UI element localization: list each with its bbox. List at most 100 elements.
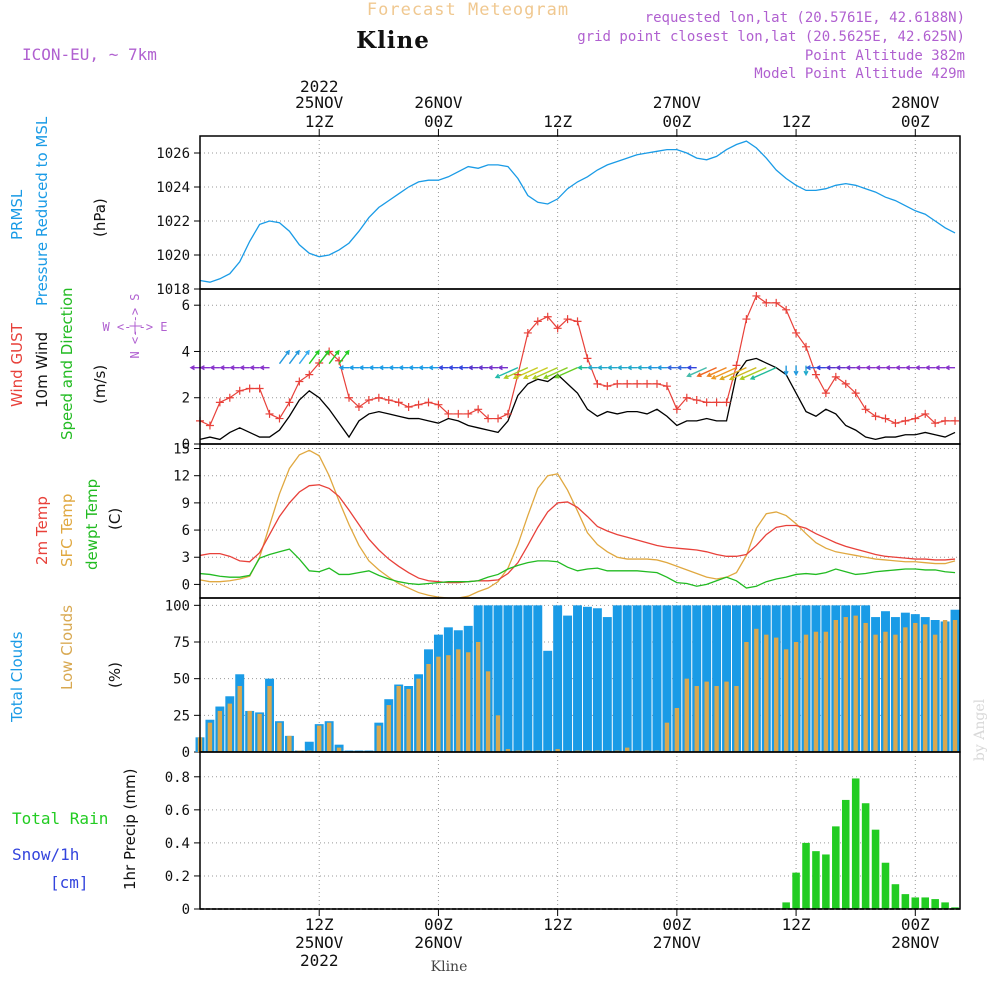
low-cloud-bar [744, 642, 749, 752]
snow-label: Snow/1h [12, 845, 79, 864]
chart-subtitle: Forecast Meteogram [367, 0, 569, 20]
rain-bar [861, 803, 870, 909]
gust-marker [742, 315, 751, 324]
gust-marker [662, 382, 671, 391]
low-cloud-bar [396, 686, 401, 752]
wind-direction-arrow [815, 365, 826, 371]
low-cloud-bar [664, 722, 670, 752]
ms-unit-label: (m/s) [91, 365, 109, 404]
wind-direction-arrow [845, 365, 856, 371]
low-cloud-bar [247, 710, 252, 752]
gust-marker [861, 405, 870, 414]
dewpt-line [199, 548, 956, 589]
gust-marker [613, 379, 622, 388]
wind-direction-arrow [368, 365, 379, 371]
wind-direction-arrow [457, 365, 469, 371]
low-cloud-bar [227, 703, 232, 752]
pressure-line [199, 140, 956, 283]
gust-marker [931, 419, 940, 428]
y-tick-label: 6 [182, 298, 190, 314]
low-cloud-bar [833, 620, 839, 752]
gust-marker [255, 384, 264, 393]
bottom-time-label: 12Z [305, 915, 334, 934]
y-tick-label: 0 [182, 745, 190, 761]
hpa-unit-label: (hPa) [91, 198, 109, 237]
bottom-time-label: 28NOV [891, 933, 940, 952]
credit-watermark: by Angel [972, 698, 988, 761]
low-cloud-bar [883, 631, 888, 752]
low-cloud-bar [704, 681, 709, 752]
low-cloud-bar [674, 708, 680, 752]
y-tick-label: 25 [173, 708, 190, 724]
temp-panel-labels: 2m Temp SFC Temp dewpt Temp (C) [33, 479, 124, 570]
y-tick-label: 0.4 [165, 836, 190, 852]
low-cloud-bar [893, 634, 898, 752]
low-cloud-bar [217, 710, 223, 752]
gust-marker [553, 324, 562, 333]
cm-unit-label: [cm] [50, 873, 89, 892]
y-tick-label: 50 [173, 672, 190, 688]
wind-direction-arrow [229, 365, 240, 371]
low-cloud-bar [863, 622, 868, 752]
gust-marker [474, 405, 483, 414]
low-cloud-bar [475, 642, 481, 752]
gust-marker [364, 396, 373, 405]
panel-2: 0 3 6 9 12 15 [173, 442, 960, 599]
gust-marker [881, 414, 890, 423]
wind-direction-arrow [934, 365, 946, 371]
gust-marker [821, 389, 830, 398]
wind-direction-arrow [666, 365, 677, 371]
panel-0: 1018 1020 1022 1024 1026 [156, 136, 960, 298]
low-cloud-bar [694, 686, 699, 752]
gust-marker [235, 386, 244, 395]
gust-marker [424, 398, 433, 407]
y-tick-label: 0 [182, 902, 190, 918]
wind-direction-arrow [239, 365, 250, 371]
top-time-label: 27NOV [653, 93, 702, 112]
y-tick-label: 9 [182, 496, 190, 512]
model-label: ICON-EU, ~ 7km [22, 45, 157, 64]
gust-marker [633, 379, 642, 388]
wind-direction-arrow [378, 365, 389, 371]
gust-marker [503, 409, 512, 418]
meteogram-panels: 1018102010221024102602460369121502550751… [156, 135, 961, 918]
percent-unit-label: (%) [106, 662, 124, 688]
wind-direction-arrow [728, 367, 757, 381]
low-cloud-bar [257, 713, 262, 752]
wind-direction-arrow [512, 367, 539, 380]
low-cloud-bar [237, 686, 242, 752]
low-cloud-bar [684, 678, 689, 752]
rain-bar [911, 897, 920, 909]
low-cloud-bar [416, 678, 421, 752]
total-cloud-bar [622, 605, 632, 752]
wind-direction-arrow [803, 365, 809, 377]
wind-direction-arrow [749, 367, 777, 380]
panel-4: 0 0.2 0.4 0.6 0.8 [165, 752, 960, 918]
wind-direction-arrow [199, 365, 210, 371]
wind-direction-arrow [739, 367, 767, 381]
total-cloud-bar [682, 605, 692, 752]
sfc-temp-line [199, 449, 956, 599]
gust-marker [374, 393, 383, 402]
low-cloud-bar [783, 649, 789, 752]
wind-direction-arrow [865, 365, 876, 371]
gust-marker [523, 328, 532, 337]
low-cloud-bar [714, 686, 719, 752]
gust-marker [901, 416, 910, 425]
wind-direction-arrow [686, 367, 707, 378]
y-tick-label: 2 [182, 391, 190, 407]
wind-direction-arrow [189, 365, 200, 371]
wind-direction-arrow [894, 365, 906, 371]
low-cloud-bar [813, 631, 819, 752]
footer-station: Kline [431, 959, 468, 975]
gust-marker [772, 298, 781, 307]
total-cloud-bar [692, 605, 702, 752]
wind-direction-arrow [503, 367, 529, 380]
gust-marker [623, 379, 632, 388]
panel-1: 0 2 4 6 [182, 289, 960, 453]
low-cloud-bar [505, 749, 511, 752]
wind-direction-arrow [209, 365, 220, 371]
gust-marker [484, 414, 493, 423]
gust-marker [752, 291, 761, 300]
bottom-time-label: 26NOV [414, 933, 463, 952]
